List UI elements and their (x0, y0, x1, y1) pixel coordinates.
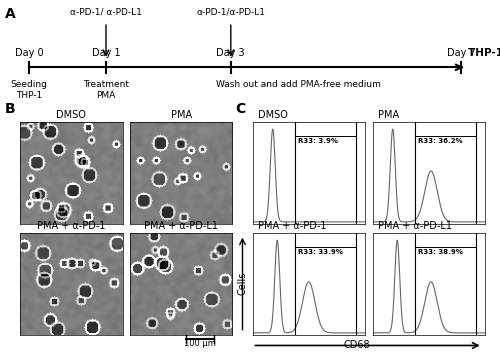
Text: PMA + α-PD-1: PMA + α-PD-1 (258, 221, 326, 231)
Text: α-PD-1/α-PD-L1: α-PD-1/α-PD-L1 (196, 8, 266, 17)
Text: DMSO: DMSO (56, 110, 86, 120)
Text: C: C (235, 102, 245, 116)
Text: CD68: CD68 (344, 340, 370, 350)
Text: Treatment
PMA: Treatment PMA (83, 80, 129, 100)
Text: Day 7: Day 7 (447, 48, 476, 58)
Text: Day 3: Day 3 (216, 48, 245, 58)
Text: DMSO: DMSO (258, 110, 288, 120)
Text: B: B (5, 102, 15, 116)
Text: PMA + α-PD-L1: PMA + α-PD-L1 (378, 221, 452, 231)
Text: Day 1: Day 1 (92, 48, 120, 58)
Text: PMA: PMA (378, 110, 399, 120)
Text: PMA + α-PD-1: PMA + α-PD-1 (37, 221, 106, 231)
Text: α-PD-1/ α-PD-L1: α-PD-1/ α-PD-L1 (70, 8, 142, 17)
Text: Day 0: Day 0 (15, 48, 44, 58)
Text: Cells: Cells (238, 272, 248, 295)
Text: PMA + α-PD-L1: PMA + α-PD-L1 (144, 221, 218, 231)
Text: 100 μm: 100 μm (184, 339, 216, 348)
Text: R33: 36.2%: R33: 36.2% (418, 139, 462, 144)
Text: A: A (5, 7, 16, 21)
Text: R33: 3.9%: R33: 3.9% (298, 139, 338, 144)
Text: R33: 38.9%: R33: 38.9% (418, 250, 463, 255)
Text: Seeding
THP-1: Seeding THP-1 (11, 80, 48, 100)
Text: R33: 33.9%: R33: 33.9% (298, 250, 343, 255)
Text: THP-1 M: THP-1 M (468, 48, 500, 58)
Text: PMA: PMA (170, 110, 192, 120)
Text: Wash out and add PMA-free medium: Wash out and add PMA-free medium (216, 80, 380, 89)
